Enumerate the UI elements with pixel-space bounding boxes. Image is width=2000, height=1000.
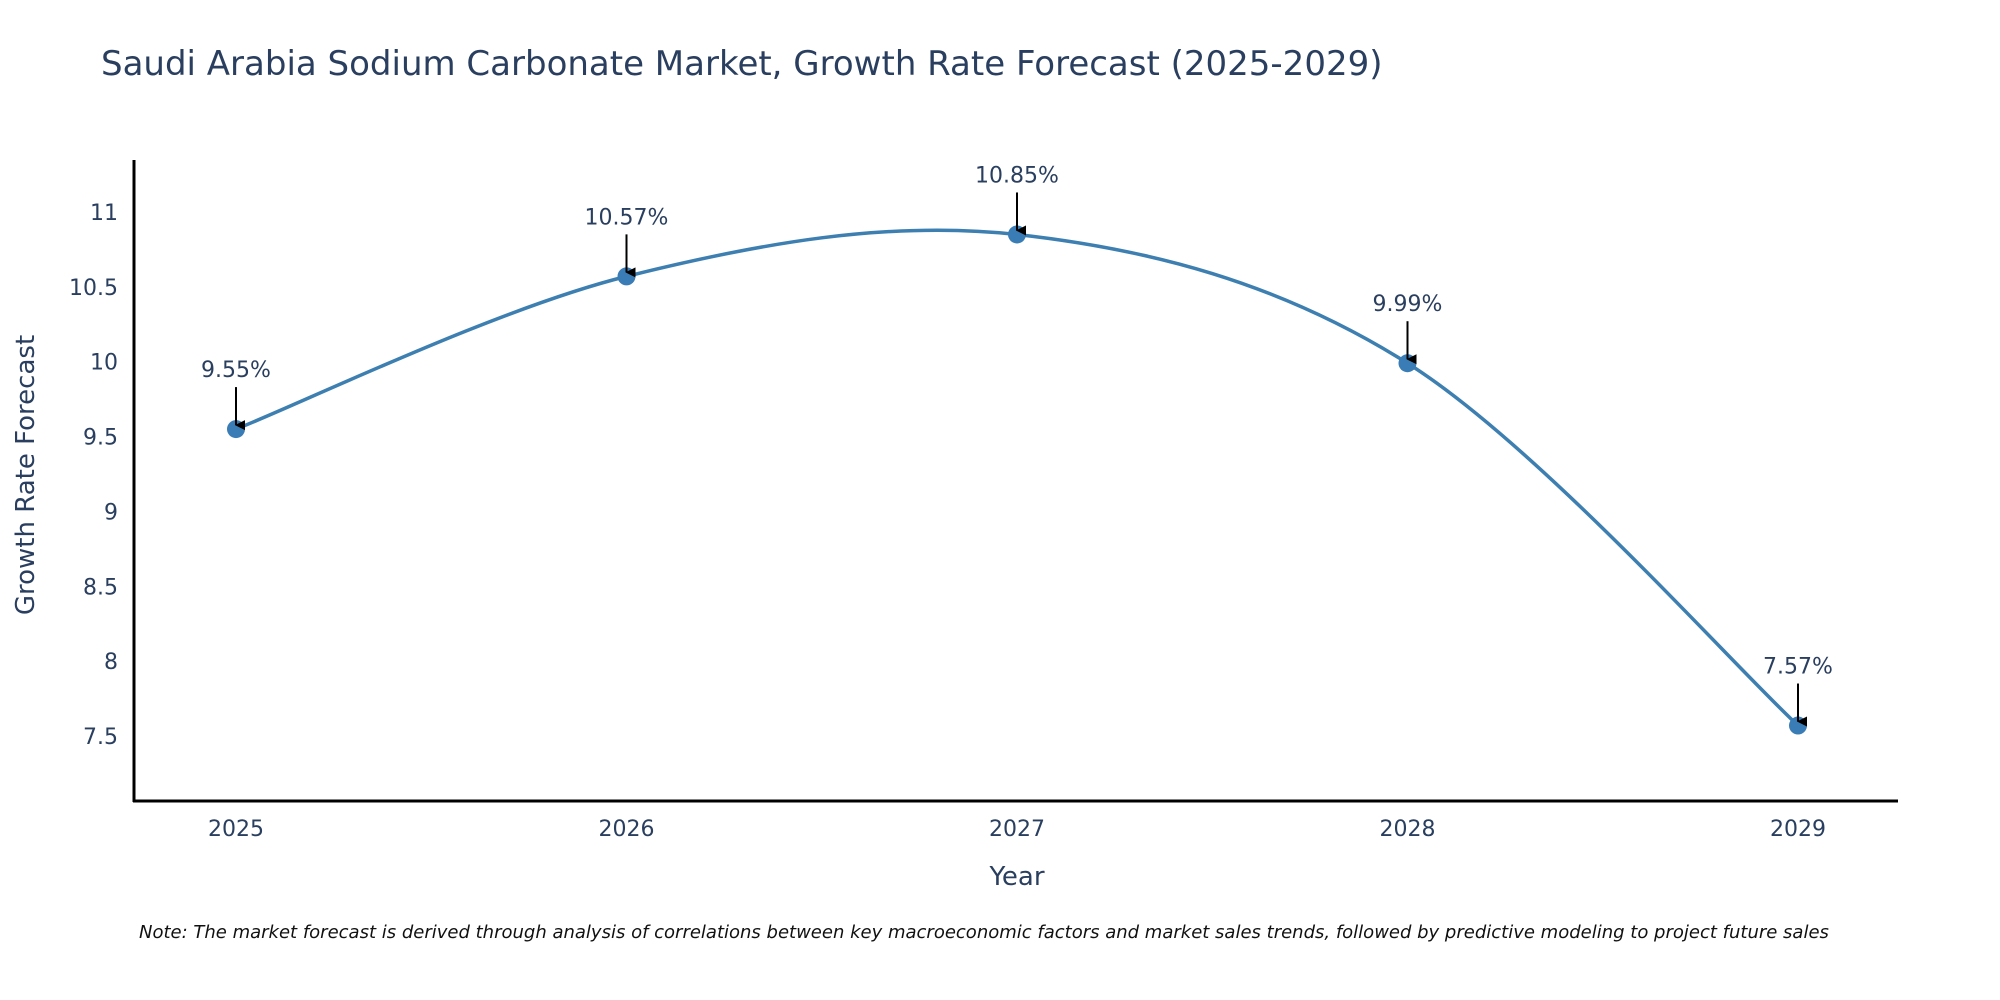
x-tick-label: 2026 bbox=[599, 817, 655, 842]
x-tick-label: 2028 bbox=[1380, 817, 1436, 842]
x-axis-title: Year bbox=[988, 862, 1044, 892]
y-tick-label: 9.5 bbox=[83, 426, 118, 451]
footnote: Note: The market forecast is derived thr… bbox=[139, 922, 1829, 943]
x-tick-label: 2027 bbox=[989, 817, 1045, 842]
data-label: 10.85% bbox=[975, 163, 1059, 188]
data-label: 7.57% bbox=[1763, 655, 1833, 680]
y-tick-label: 10 bbox=[90, 351, 118, 376]
data-label: 10.57% bbox=[585, 205, 669, 230]
y-tick-label: 9 bbox=[104, 500, 118, 525]
y-tick-label: 8 bbox=[104, 650, 118, 675]
x-tick-label: 2029 bbox=[1770, 817, 1826, 842]
data-label: 9.55% bbox=[201, 358, 271, 383]
data-label: 9.99% bbox=[1373, 292, 1443, 317]
y-axis-title: Growth Rate Forecast bbox=[11, 335, 41, 615]
y-tick-label: 7.5 bbox=[83, 725, 118, 750]
y-tick-label: 11 bbox=[90, 201, 118, 226]
chart-title: Saudi Arabia Sodium Carbonate Market, Gr… bbox=[101, 44, 1383, 84]
x-tick-label: 2025 bbox=[208, 817, 264, 842]
y-tick-label: 10.5 bbox=[69, 276, 118, 301]
series-line bbox=[235, 228, 1800, 727]
y-tick-label: 8.5 bbox=[83, 575, 118, 600]
